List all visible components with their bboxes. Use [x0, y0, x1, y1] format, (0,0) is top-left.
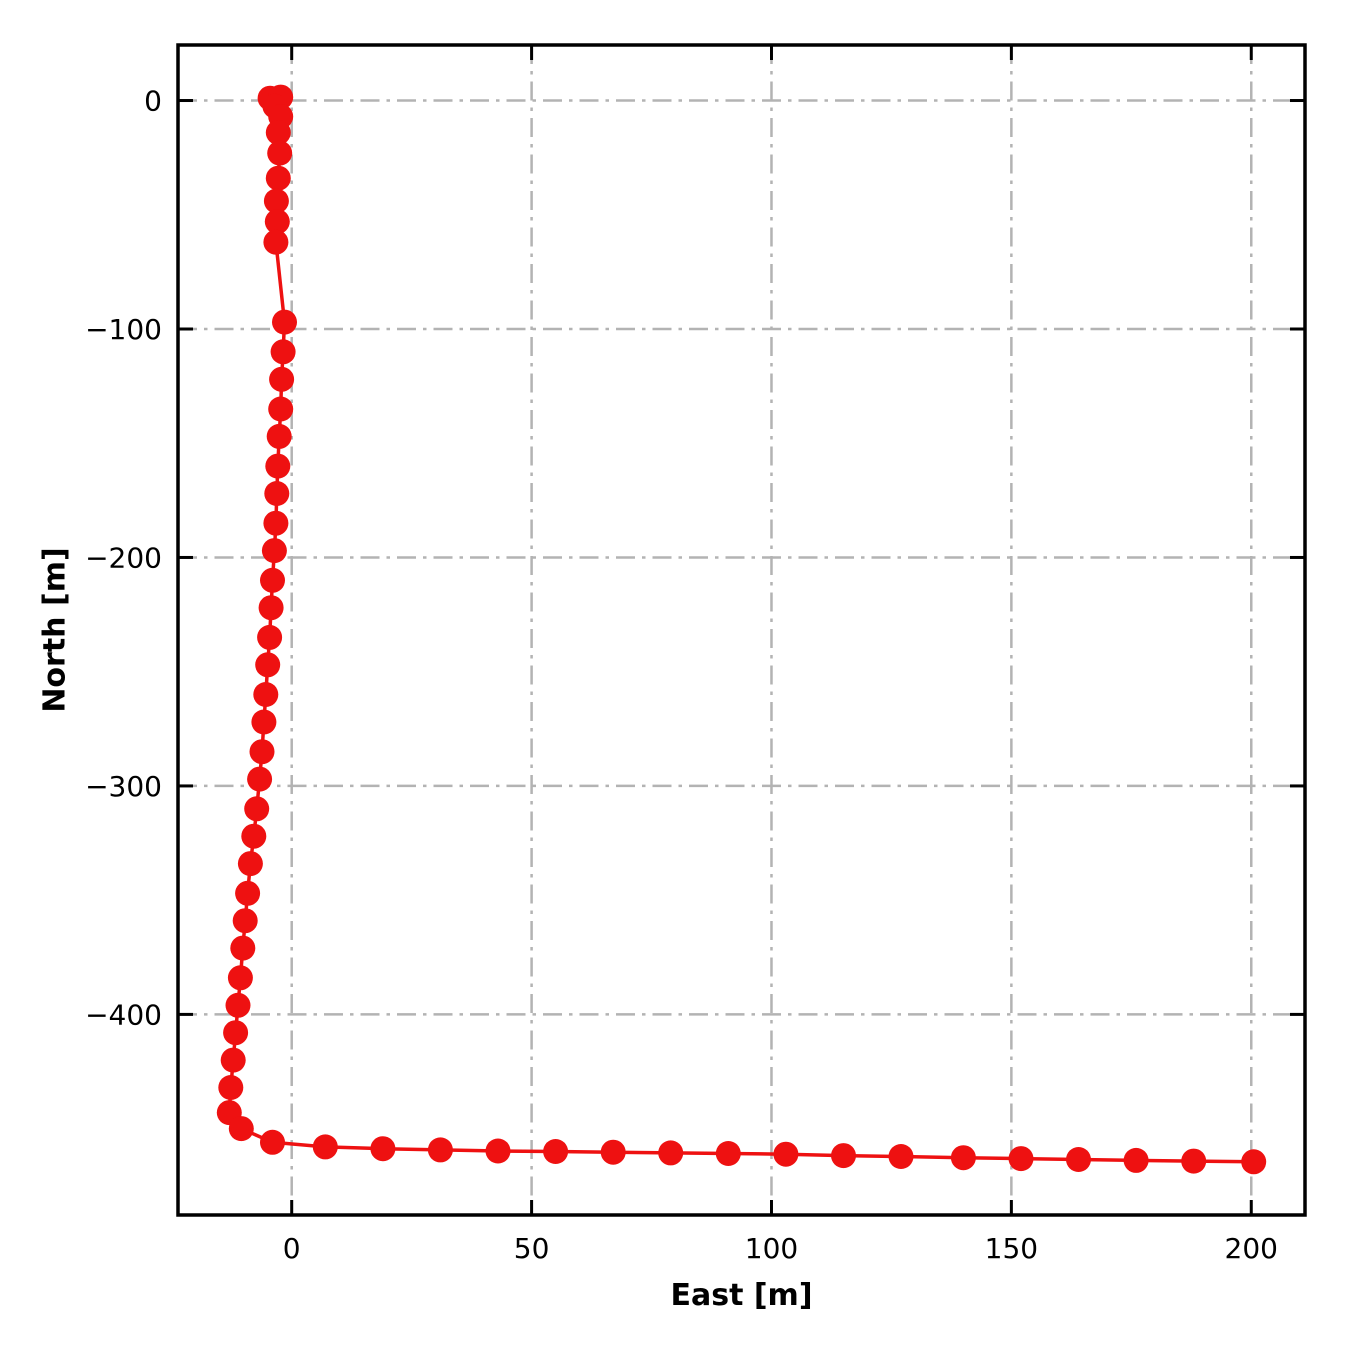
trajectory-point — [773, 1141, 799, 1167]
trajectory-point — [1241, 1149, 1267, 1175]
trajectory-point — [223, 1020, 249, 1046]
trajectory-point — [888, 1144, 914, 1169]
trajectory-point — [600, 1139, 626, 1165]
trajectory-point — [244, 796, 270, 822]
trajectory-point — [263, 229, 289, 255]
trajectory-point — [1066, 1147, 1091, 1172]
axes-frame — [176, 43, 1307, 1217]
trajectory-point — [268, 396, 294, 422]
trajectory-point — [263, 188, 289, 214]
trajectory-point — [312, 1134, 338, 1160]
trajectory-point — [1123, 1147, 1149, 1173]
trajectory-point — [258, 595, 284, 621]
trajectory-point — [831, 1143, 856, 1169]
trajectory-point — [715, 1141, 741, 1166]
trajectory-point — [1181, 1148, 1207, 1174]
trajectory-point — [251, 709, 277, 735]
trajectory-point — [257, 624, 283, 650]
trajectory-point — [658, 1140, 684, 1166]
trajectory-point — [260, 1129, 285, 1155]
trajectory-point — [370, 1136, 396, 1162]
x-tick-label: 50 — [514, 1232, 550, 1265]
trajectory-point — [220, 1047, 246, 1073]
trajectory-point — [227, 965, 253, 991]
trajectory-point — [218, 1075, 244, 1100]
trajectory-point — [232, 908, 258, 934]
x-tick-label: 0 — [283, 1232, 301, 1265]
trajectory-point — [270, 339, 296, 365]
trajectory-point — [255, 652, 281, 678]
y-tick-label: 0 — [144, 85, 162, 118]
trajectory-point — [265, 453, 291, 479]
trajectory-path — [227, 95, 1256, 1164]
x-tick-label: 200 — [1225, 1232, 1278, 1265]
trajectory-point — [264, 481, 290, 506]
trajectory-point — [267, 140, 293, 166]
trajectory-point — [249, 739, 275, 765]
trajectory-point — [261, 538, 287, 564]
trajectory-point — [269, 366, 295, 392]
trajectory-point — [1008, 1146, 1034, 1172]
x-tick-label: 150 — [985, 1232, 1038, 1265]
trajectory-point — [247, 766, 273, 792]
x-axis-label: East [m] — [670, 1278, 813, 1313]
y-tick-label: −100 — [85, 313, 162, 346]
y-tick-label: −300 — [85, 770, 162, 803]
trajectory-point — [265, 120, 291, 145]
trajectory-point — [950, 1145, 976, 1171]
trajectory-point — [260, 567, 285, 593]
trajectory-point — [264, 209, 290, 235]
trajectory-point — [427, 1137, 453, 1163]
trajectory-point — [235, 880, 261, 906]
y-axis-label: North [m] — [37, 547, 73, 713]
trajectory-point — [225, 992, 251, 1018]
trajectory-point — [266, 423, 292, 449]
trajectory-point — [228, 1116, 254, 1142]
x-tick-label: 100 — [745, 1232, 798, 1265]
trajectory-point — [230, 935, 256, 961]
trajectory-point — [543, 1139, 569, 1164]
y-tick-label: −200 — [85, 541, 162, 574]
trajectory-point — [241, 823, 267, 849]
trajectory-point — [272, 309, 297, 335]
trajectory-point — [265, 165, 291, 191]
trajectory-point — [263, 510, 289, 536]
trajectory-point — [485, 1138, 511, 1164]
trajectory-point — [237, 851, 263, 877]
trajectory-point — [253, 682, 279, 707]
y-tick-label: −400 — [85, 998, 162, 1031]
